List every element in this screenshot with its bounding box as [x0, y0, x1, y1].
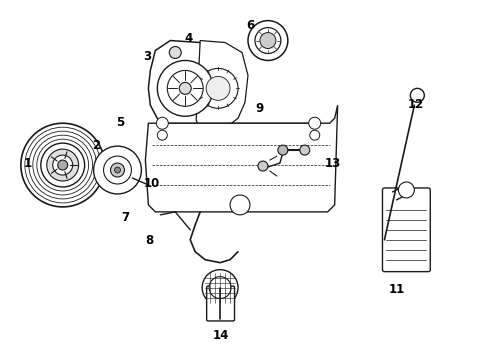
Circle shape: [206, 76, 230, 100]
Circle shape: [103, 156, 131, 184]
FancyBboxPatch shape: [207, 286, 235, 321]
Circle shape: [209, 276, 231, 298]
Circle shape: [202, 270, 238, 306]
Circle shape: [309, 117, 321, 129]
Text: 9: 9: [255, 102, 264, 115]
Text: 2: 2: [92, 139, 100, 152]
Text: 12: 12: [408, 98, 424, 111]
Polygon shape: [148, 41, 232, 138]
Text: 7: 7: [122, 211, 129, 224]
FancyBboxPatch shape: [383, 188, 430, 272]
Circle shape: [156, 117, 168, 129]
Circle shape: [410, 88, 424, 102]
Text: 8: 8: [146, 234, 154, 247]
Circle shape: [53, 155, 73, 175]
Text: 10: 10: [144, 177, 160, 190]
Circle shape: [278, 145, 288, 155]
Text: 4: 4: [185, 32, 193, 45]
Circle shape: [47, 149, 78, 181]
Text: 11: 11: [388, 283, 404, 296]
Circle shape: [255, 28, 281, 54]
Circle shape: [258, 161, 268, 171]
Circle shape: [260, 32, 276, 49]
Circle shape: [169, 46, 181, 58]
Circle shape: [21, 123, 104, 207]
Circle shape: [157, 130, 167, 140]
Circle shape: [58, 160, 68, 170]
Text: 5: 5: [117, 116, 124, 129]
Text: 13: 13: [325, 157, 341, 170]
Circle shape: [300, 145, 310, 155]
Text: 1: 1: [24, 157, 32, 170]
Circle shape: [179, 82, 191, 94]
Circle shape: [157, 60, 213, 116]
Circle shape: [248, 21, 288, 60]
Polygon shape: [196, 41, 248, 132]
Text: 3: 3: [143, 50, 151, 63]
Polygon shape: [148, 123, 328, 147]
Circle shape: [167, 71, 203, 106]
Text: 6: 6: [246, 19, 254, 32]
Circle shape: [94, 146, 142, 194]
Circle shape: [230, 195, 250, 215]
Polygon shape: [146, 105, 338, 212]
Text: 14: 14: [212, 329, 229, 342]
Circle shape: [41, 143, 85, 187]
Circle shape: [115, 167, 121, 173]
Circle shape: [198, 68, 238, 108]
Circle shape: [310, 130, 319, 140]
Circle shape: [111, 163, 124, 177]
Circle shape: [398, 182, 415, 198]
